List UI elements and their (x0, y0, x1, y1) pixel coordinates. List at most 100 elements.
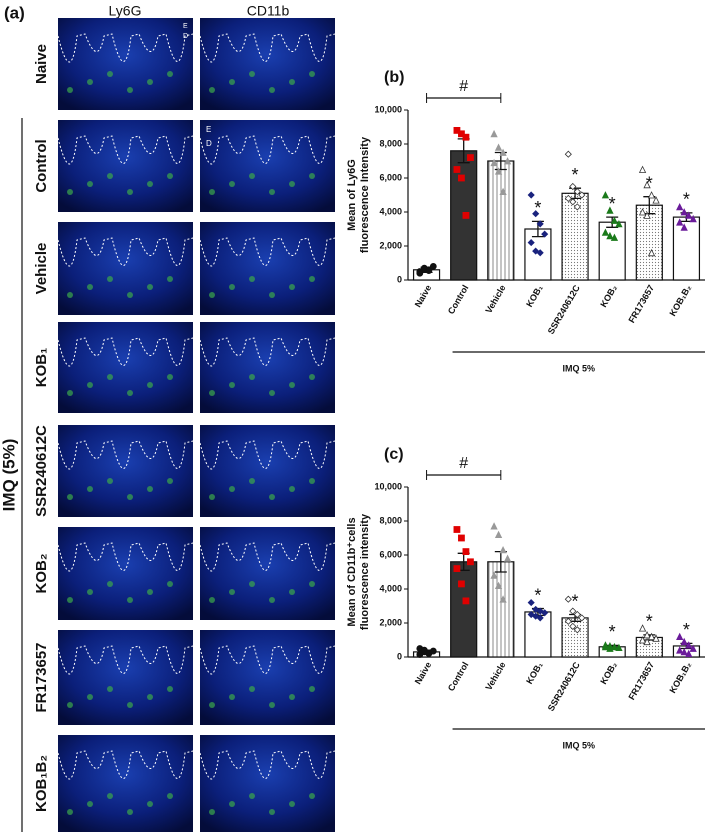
x-tick-label: SSR240612C (546, 283, 582, 336)
data-point (425, 267, 433, 275)
data-point (689, 644, 697, 652)
cell-signal (309, 276, 315, 282)
micrograph (200, 222, 335, 315)
cell-signal (107, 71, 113, 77)
bar (598, 221, 626, 281)
data-point (453, 526, 461, 533)
data-point (676, 203, 684, 211)
data-point (453, 127, 461, 134)
data-point (527, 239, 535, 247)
micrograph (58, 735, 193, 832)
data-point (416, 269, 424, 277)
cell-signal (167, 173, 173, 179)
cell-signal (67, 702, 73, 708)
cell-signal (87, 181, 93, 187)
cell-signal (289, 589, 295, 595)
cell-signal (229, 382, 235, 388)
row-label: KOB₂ (33, 554, 50, 594)
data-point (564, 194, 572, 202)
column-header: CD11b (247, 3, 290, 19)
cell-signal (167, 374, 173, 380)
epidermis-outline (199, 440, 336, 470)
cell-signal (107, 793, 113, 799)
cell-signal (107, 478, 113, 484)
cell-signal (87, 801, 93, 807)
data-point (564, 617, 572, 625)
cell-signal (229, 694, 235, 700)
data-point (610, 216, 619, 224)
data-point (490, 571, 498, 579)
cell-signal (167, 686, 173, 692)
data-point (610, 233, 619, 241)
cell-signal (87, 694, 93, 700)
epidermis-outline (199, 645, 336, 675)
y-tick-label: 8,000 (379, 515, 402, 525)
row-label: Vehicle (33, 243, 50, 295)
micrograph (200, 18, 335, 110)
y-tick-label: 6,000 (379, 172, 402, 182)
y-axis-label: Mean of CD11b⁺cells (346, 517, 358, 626)
cell-signal (107, 581, 113, 587)
data-point (638, 636, 647, 644)
data-point (503, 157, 512, 165)
cell-signal (209, 292, 215, 298)
data-point (643, 180, 651, 189)
x-tick-label: KOB₁B₂ (667, 660, 693, 695)
cell-signal (249, 374, 255, 380)
cell-signal (229, 79, 235, 85)
data-point (527, 599, 535, 607)
data-point (685, 641, 693, 649)
cell-signal (289, 79, 295, 85)
significance-mark: * (572, 165, 579, 185)
epidermis-outline (57, 337, 194, 367)
x-tick-label: FR173657 (626, 283, 656, 324)
y-tick-label: 8,000 (379, 138, 402, 148)
micrograph (200, 322, 335, 413)
micrograph (200, 527, 335, 620)
cell-signal (209, 597, 215, 603)
row-label: Naive (33, 44, 50, 84)
cell-signal (269, 87, 275, 93)
cell-signal (127, 292, 133, 298)
data-point (573, 610, 581, 619)
cell-signal (67, 390, 73, 396)
row-label: KOB₁B₂ (33, 755, 50, 812)
cell-signal (229, 589, 235, 595)
cell-signal (87, 486, 93, 492)
cell-signal (107, 686, 113, 692)
cell-signal (209, 87, 215, 93)
cell-signal (147, 694, 153, 700)
column-header: Ly6G (109, 3, 142, 19)
group-label: IMQ (5%) (0, 439, 18, 512)
cell-signal (107, 276, 113, 282)
y-tick-label: 0 (397, 651, 402, 661)
data-point (638, 165, 647, 173)
data-point (458, 534, 465, 542)
epidermis-outline (57, 135, 194, 165)
cell-signal (249, 581, 255, 587)
cell-signal (147, 382, 153, 388)
cell-signal (229, 284, 235, 290)
data-point (680, 223, 688, 231)
y-tick-label: 10,000 (374, 481, 402, 491)
data-point (689, 214, 697, 223)
data-point (532, 210, 540, 218)
data-point (638, 624, 647, 632)
data-point (652, 196, 660, 204)
cell-signal (229, 181, 235, 187)
data-point (420, 646, 428, 654)
panel-label: (c) (384, 446, 404, 463)
panel-label: (a) (4, 3, 25, 22)
data-point (532, 247, 540, 255)
data-point (499, 595, 507, 603)
significance-mark: * (683, 620, 690, 640)
cell-signal (289, 181, 295, 187)
data-point (601, 642, 610, 651)
epidermis-outline (57, 645, 194, 675)
cell-signal (147, 486, 153, 492)
cell-signal (67, 189, 73, 195)
epidermis-outline (199, 237, 336, 267)
cell-signal (269, 292, 275, 298)
data-point (453, 166, 461, 173)
data-point (573, 626, 581, 634)
